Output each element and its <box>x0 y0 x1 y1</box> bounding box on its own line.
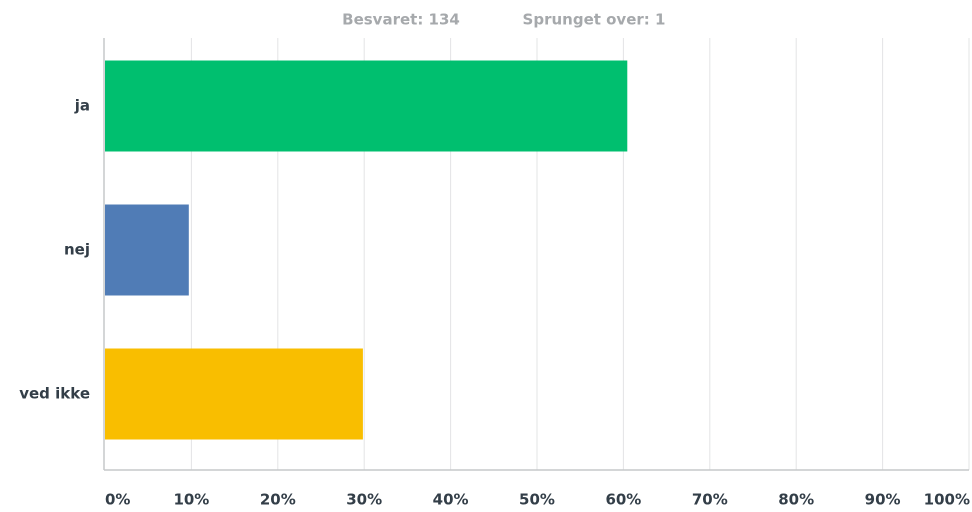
x-tick-label: 100% <box>924 491 970 509</box>
y-tick-label: ved ikke <box>19 385 90 403</box>
x-tick-label: 90% <box>865 491 901 509</box>
x-tick-label: 0% <box>105 491 130 509</box>
answered-count: Besvaret: 134 <box>342 11 460 29</box>
x-tick-label: 60% <box>605 491 641 509</box>
x-tick-label: 30% <box>346 491 382 509</box>
y-tick-label: nej <box>64 241 90 259</box>
x-tick-label: 10% <box>173 491 209 509</box>
bar <box>105 60 628 152</box>
x-tick-label: 70% <box>692 491 728 509</box>
y-tick-label: ja <box>74 97 90 115</box>
x-tick-label: 80% <box>778 491 814 509</box>
x-tick-label: 50% <box>519 491 555 509</box>
bar <box>105 204 189 296</box>
x-tick-label: 40% <box>433 491 469 509</box>
x-tick-label: 20% <box>260 491 296 509</box>
bar <box>105 348 363 440</box>
skipped-count: Sprunget over: 1 <box>523 11 666 29</box>
